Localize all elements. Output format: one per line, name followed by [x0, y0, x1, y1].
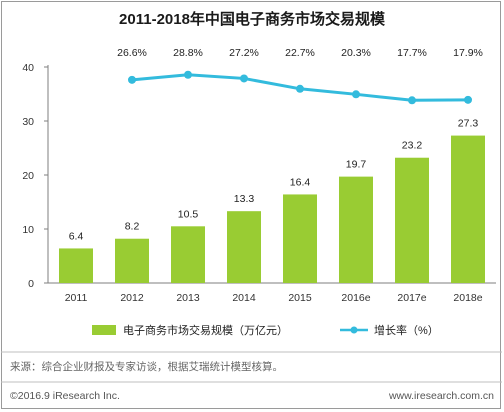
y-tick-label: 20	[22, 170, 34, 182]
growth-rate-point	[408, 96, 416, 105]
growth-rate-data-labels: 26.6% 28.8% 27.2% 22.7% 20.3% 17.7% 17.9%	[117, 47, 483, 59]
bar-value-label: 8.2	[125, 221, 140, 233]
legend-line-marker	[350, 326, 358, 334]
legend-bar-label: 电子商务市场交易规模（万亿元）	[123, 323, 288, 337]
bar-value-label: 19.7	[346, 159, 367, 171]
x-tick-label: 2014	[232, 292, 256, 304]
x-tick-label: 2011	[65, 292, 88, 304]
bar-value-label: 13.3	[234, 193, 255, 205]
bar-data-labels: 6.4 8.2 10.5 13.3 16.4 19.7 23.2 27.3	[69, 118, 479, 243]
bar	[171, 226, 205, 283]
bar	[339, 176, 373, 283]
bar	[227, 211, 261, 283]
growth-rate-point	[128, 75, 136, 84]
y-tick-label: 40	[22, 62, 34, 74]
bar	[115, 238, 149, 283]
bar-value-label: 23.2	[402, 140, 423, 152]
bar	[395, 157, 429, 283]
growth-rate-label: 22.7%	[285, 47, 315, 59]
x-tick-label: 2017e	[397, 292, 426, 304]
bar	[451, 135, 485, 283]
y-tick-label: 30	[22, 116, 34, 128]
growth-rate-label: 27.2%	[229, 47, 259, 59]
growth-rate-point	[464, 95, 472, 104]
growth-rate-point	[296, 84, 304, 93]
x-tick-label: 2018e	[453, 292, 482, 304]
y-tick-label: 10	[22, 224, 34, 236]
growth-rate-point	[352, 90, 360, 99]
growth-rate-label: 28.8%	[173, 47, 203, 59]
x-axis: 2011 2012 2013 2014 2015 2016e 2017e 2018e	[48, 282, 496, 304]
legend-bar-swatch	[92, 325, 116, 335]
copyright: ©2016.9 iResearch Inc.	[10, 390, 120, 402]
growth-rate-series	[128, 70, 472, 105]
legend: 电子商务市场交易规模（万亿元） 增长率（%）	[92, 323, 439, 337]
legend-line-label: 增长率（%）	[374, 323, 439, 337]
growth-rate-point	[240, 74, 248, 83]
source-note: 来源：综合企业财报及专家访谈，根据艾瑞统计模型核算。	[10, 360, 283, 373]
bar-value-label: 27.3	[458, 118, 479, 130]
x-tick-label: 2016e	[341, 292, 370, 304]
bar	[283, 194, 317, 283]
y-axis: 0 10 20 30 40	[22, 62, 49, 290]
growth-rate-label: 26.6%	[117, 47, 147, 59]
bar	[59, 248, 93, 283]
chart-title: 2011-2018年中国电子商务市场交易规模	[119, 10, 386, 28]
growth-rate-label: 17.7%	[397, 47, 427, 59]
bar-series	[59, 135, 485, 283]
bar-value-label: 10.5	[178, 208, 199, 220]
growth-rate-label: 20.3%	[341, 47, 371, 59]
x-tick-label: 2015	[288, 292, 312, 304]
y-tick-label: 0	[28, 278, 34, 290]
website: www.iresearch.com.cn	[388, 390, 494, 402]
bar-value-label: 6.4	[69, 230, 84, 242]
bar-value-label: 16.4	[290, 176, 311, 188]
growth-rate-point	[184, 70, 192, 79]
x-tick-label: 2012	[120, 292, 144, 304]
growth-rate-label: 17.9%	[453, 47, 483, 59]
x-tick-label: 2013	[176, 292, 200, 304]
